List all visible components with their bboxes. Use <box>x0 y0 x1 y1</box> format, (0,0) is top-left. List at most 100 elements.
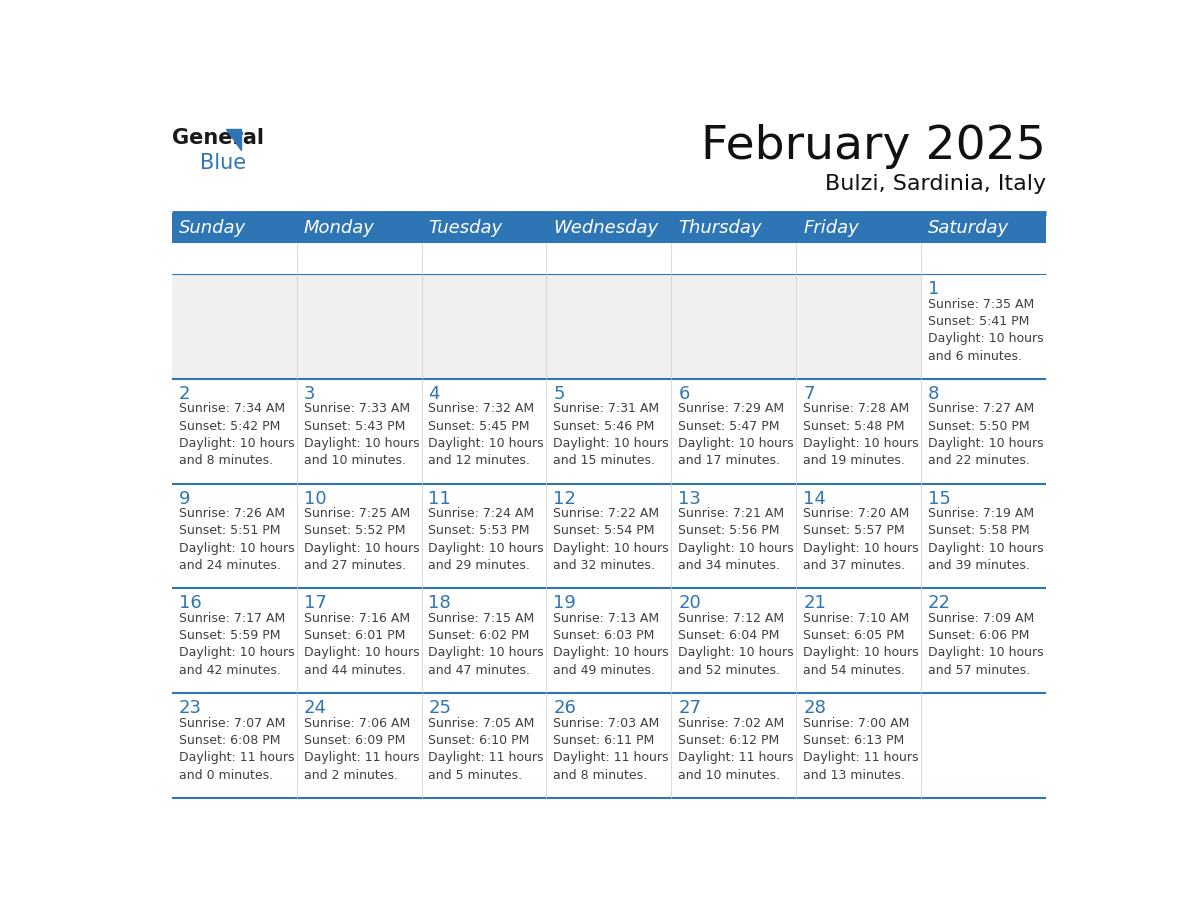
Bar <box>297 588 422 693</box>
Text: Thursday: Thursday <box>678 219 762 237</box>
Bar <box>671 379 796 484</box>
Text: Daylight: 10 hours: Daylight: 10 hours <box>304 437 419 450</box>
Bar <box>297 213 422 243</box>
Bar <box>546 484 671 588</box>
Text: Sunrise: 7:29 AM: Sunrise: 7:29 AM <box>678 402 784 415</box>
Text: Sunrise: 7:24 AM: Sunrise: 7:24 AM <box>429 507 535 521</box>
Text: and 54 minutes.: and 54 minutes. <box>803 664 905 677</box>
Text: Sunrise: 7:26 AM: Sunrise: 7:26 AM <box>178 507 285 521</box>
Text: Daylight: 11 hours: Daylight: 11 hours <box>678 751 794 764</box>
Bar <box>422 484 546 588</box>
Bar <box>921 379 1045 484</box>
Bar <box>796 213 921 243</box>
Text: 5: 5 <box>554 385 564 403</box>
Bar <box>546 274 671 379</box>
Text: and 8 minutes.: and 8 minutes. <box>178 454 273 467</box>
Bar <box>671 213 796 243</box>
Text: Daylight: 10 hours: Daylight: 10 hours <box>554 542 669 554</box>
Bar <box>422 588 546 693</box>
Text: Sunrise: 7:32 AM: Sunrise: 7:32 AM <box>429 402 535 415</box>
Text: and 0 minutes.: and 0 minutes. <box>178 768 273 781</box>
Bar <box>172 693 297 798</box>
Text: General: General <box>172 128 264 148</box>
Text: Sunset: 6:02 PM: Sunset: 6:02 PM <box>429 629 530 642</box>
Text: 1: 1 <box>928 280 940 298</box>
Text: and 10 minutes.: and 10 minutes. <box>304 454 405 467</box>
Text: Sunset: 5:58 PM: Sunset: 5:58 PM <box>928 524 1030 537</box>
Text: and 39 minutes.: and 39 minutes. <box>928 559 1030 572</box>
Text: and 12 minutes.: and 12 minutes. <box>429 454 530 467</box>
Text: Daylight: 11 hours: Daylight: 11 hours <box>304 751 419 764</box>
Text: Daylight: 10 hours: Daylight: 10 hours <box>429 542 544 554</box>
Bar <box>796 693 921 798</box>
Text: Daylight: 11 hours: Daylight: 11 hours <box>554 751 669 764</box>
Bar <box>796 484 921 588</box>
Text: 7: 7 <box>803 385 815 403</box>
Text: Sunrise: 7:15 AM: Sunrise: 7:15 AM <box>429 611 535 625</box>
Bar <box>921 693 1045 798</box>
Bar <box>671 693 796 798</box>
Text: Sunset: 6:08 PM: Sunset: 6:08 PM <box>178 733 280 747</box>
Text: Daylight: 10 hours: Daylight: 10 hours <box>678 542 794 554</box>
Text: 26: 26 <box>554 700 576 717</box>
Text: Sunrise: 7:31 AM: Sunrise: 7:31 AM <box>554 402 659 415</box>
Text: Sunset: 6:12 PM: Sunset: 6:12 PM <box>678 733 779 747</box>
Text: Sunset: 6:04 PM: Sunset: 6:04 PM <box>678 629 779 642</box>
Text: Sunrise: 7:28 AM: Sunrise: 7:28 AM <box>803 402 909 415</box>
Bar <box>172 274 297 379</box>
Bar <box>297 484 422 588</box>
Text: Daylight: 10 hours: Daylight: 10 hours <box>803 646 918 659</box>
Bar <box>796 588 921 693</box>
Text: Sunset: 5:41 PM: Sunset: 5:41 PM <box>928 315 1030 328</box>
Text: Sunrise: 7:12 AM: Sunrise: 7:12 AM <box>678 611 784 625</box>
Text: 17: 17 <box>304 595 327 612</box>
Text: 22: 22 <box>928 595 952 612</box>
Text: Sunset: 5:51 PM: Sunset: 5:51 PM <box>178 524 280 537</box>
Text: Sunrise: 7:09 AM: Sunrise: 7:09 AM <box>928 611 1035 625</box>
Text: and 49 minutes.: and 49 minutes. <box>554 664 656 677</box>
Bar <box>546 588 671 693</box>
Text: Sunset: 6:13 PM: Sunset: 6:13 PM <box>803 733 904 747</box>
Text: and 27 minutes.: and 27 minutes. <box>304 559 405 572</box>
Text: Sunset: 6:05 PM: Sunset: 6:05 PM <box>803 629 904 642</box>
Text: Wednesday: Wednesday <box>554 219 658 237</box>
Bar <box>546 693 671 798</box>
Text: Sunrise: 7:02 AM: Sunrise: 7:02 AM <box>678 717 784 730</box>
Text: and 2 minutes.: and 2 minutes. <box>304 768 398 781</box>
Text: Daylight: 10 hours: Daylight: 10 hours <box>304 646 419 659</box>
Text: Sunset: 5:53 PM: Sunset: 5:53 PM <box>429 524 530 537</box>
Bar <box>422 213 546 243</box>
Bar <box>297 274 422 379</box>
Text: and 44 minutes.: and 44 minutes. <box>304 664 405 677</box>
Bar <box>921 484 1045 588</box>
Text: 3: 3 <box>304 385 315 403</box>
Text: 14: 14 <box>803 490 826 508</box>
Bar <box>671 484 796 588</box>
Bar <box>671 588 796 693</box>
Bar <box>671 274 796 379</box>
Text: Sunrise: 7:20 AM: Sunrise: 7:20 AM <box>803 507 909 521</box>
Text: 24: 24 <box>304 700 327 717</box>
Text: and 32 minutes.: and 32 minutes. <box>554 559 656 572</box>
Text: 2: 2 <box>178 385 190 403</box>
Text: and 8 minutes.: and 8 minutes. <box>554 768 647 781</box>
Text: Daylight: 10 hours: Daylight: 10 hours <box>429 646 544 659</box>
Text: and 47 minutes.: and 47 minutes. <box>429 664 531 677</box>
Text: Friday: Friday <box>803 219 859 237</box>
Text: and 24 minutes.: and 24 minutes. <box>178 559 280 572</box>
Text: Tuesday: Tuesday <box>429 219 503 237</box>
Bar <box>921 588 1045 693</box>
Text: 23: 23 <box>178 700 202 717</box>
Text: Daylight: 10 hours: Daylight: 10 hours <box>429 437 544 450</box>
Text: 16: 16 <box>178 595 202 612</box>
Text: Sunday: Sunday <box>178 219 246 237</box>
Text: Sunset: 6:03 PM: Sunset: 6:03 PM <box>554 629 655 642</box>
Bar <box>546 213 671 243</box>
Text: Daylight: 10 hours: Daylight: 10 hours <box>678 646 794 659</box>
Text: Daylight: 10 hours: Daylight: 10 hours <box>178 437 295 450</box>
Polygon shape <box>226 129 241 151</box>
Text: Sunset: 5:46 PM: Sunset: 5:46 PM <box>554 420 655 432</box>
Text: Sunrise: 7:13 AM: Sunrise: 7:13 AM <box>554 611 659 625</box>
Text: Sunset: 5:43 PM: Sunset: 5:43 PM <box>304 420 405 432</box>
Text: Sunrise: 7:16 AM: Sunrise: 7:16 AM <box>304 611 410 625</box>
